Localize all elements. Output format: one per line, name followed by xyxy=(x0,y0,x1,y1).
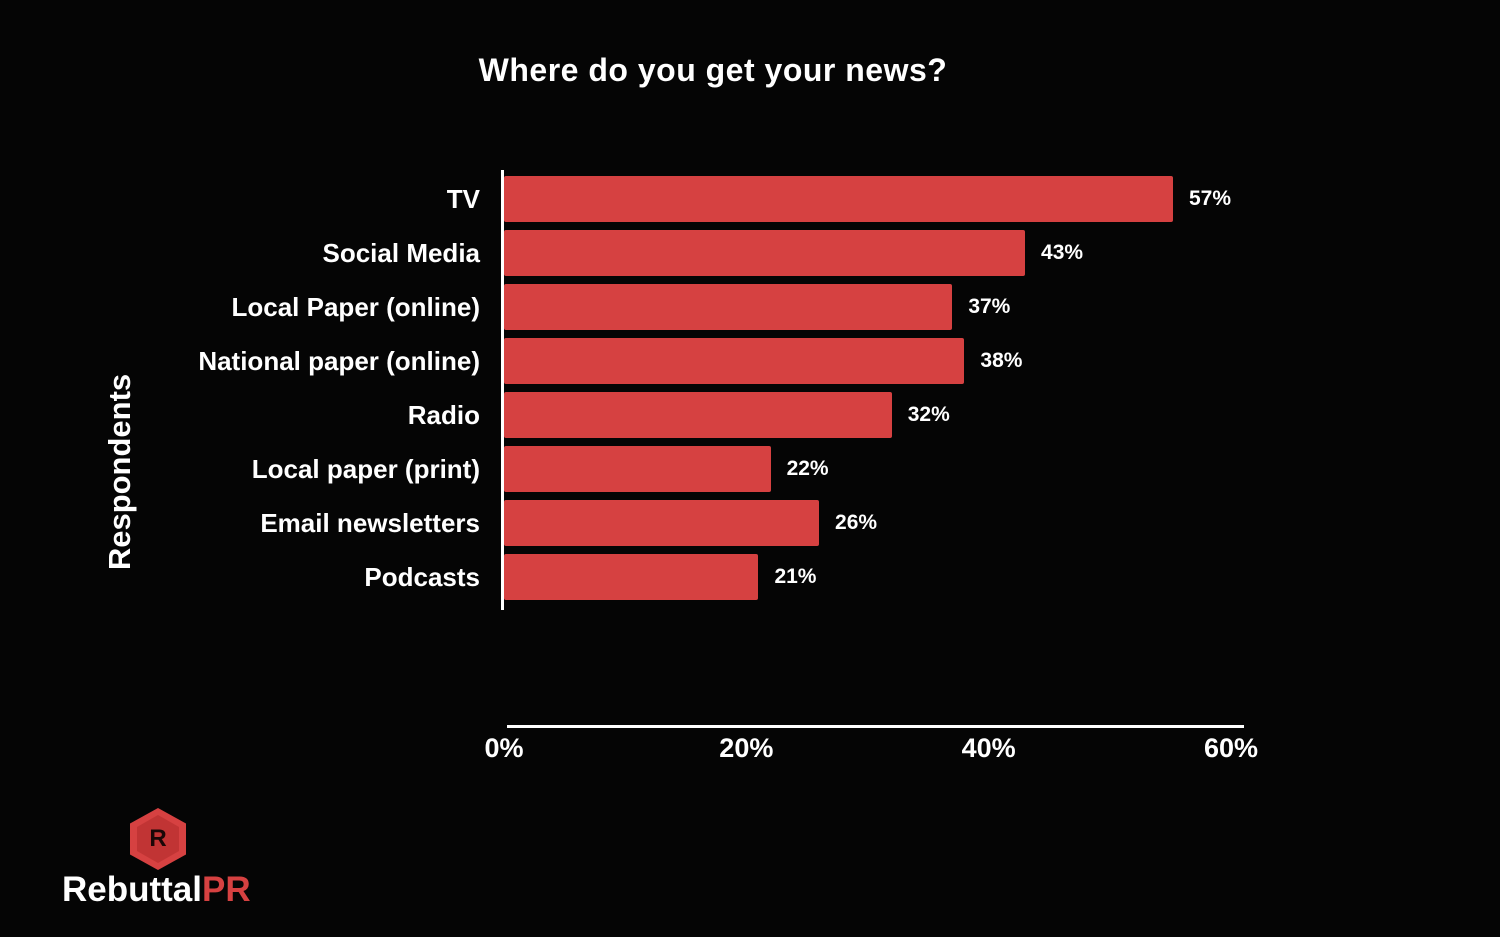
x-tick-label: 60% xyxy=(1203,733,1259,763)
x-tick-label: 0% xyxy=(484,733,524,763)
bar-track: 37% xyxy=(504,284,1231,330)
category-label: Radio xyxy=(407,399,480,430)
value-label: 26% xyxy=(835,511,878,534)
bar xyxy=(504,554,759,600)
logo-text-white: Rebuttal xyxy=(62,870,202,909)
x-tick-label: 20% xyxy=(719,733,774,763)
bar-track: 43% xyxy=(504,230,1231,276)
category-label: Local paper (print) xyxy=(251,453,480,484)
y-axis-line xyxy=(501,170,504,610)
category-label: Podcasts xyxy=(364,561,480,592)
value-label: 43% xyxy=(1041,241,1084,264)
value-label: 32% xyxy=(907,403,950,426)
bar-row: Local Paper (online) 37% xyxy=(0,280,1500,334)
bar xyxy=(504,446,771,492)
bar-row: Email newsletters 26% xyxy=(0,496,1500,550)
logo-letter: R xyxy=(137,815,179,863)
category-label: TV xyxy=(446,183,480,214)
bar xyxy=(504,176,1173,222)
bar-row: Podcasts 21% xyxy=(0,550,1500,604)
value-label: 22% xyxy=(786,457,829,480)
category-label: Social Media xyxy=(322,237,481,268)
x-axis-ticks: 0% 20% 40% 60% xyxy=(0,733,1500,773)
bar-row: Local paper (print) 22% xyxy=(0,442,1500,496)
bar-chart: TV 57% Social Media 43% Local Paper (online)… xyxy=(0,172,1500,604)
category-label: National paper (online) xyxy=(198,345,480,376)
bar-track: 21% xyxy=(504,554,1231,600)
chart-title: Where do you get your news? xyxy=(478,52,948,88)
rebuttalpr-logo: R RebuttalPR xyxy=(62,808,322,918)
bar-row: Radio 32% xyxy=(0,388,1500,442)
bar-row: National paper (online) 38% xyxy=(0,334,1500,388)
value-label: 38% xyxy=(980,349,1023,372)
bar-row: Social Media 43% xyxy=(0,226,1500,280)
category-label: Email newsletters xyxy=(260,507,480,538)
logo-wordmark: RebuttalPR xyxy=(62,870,251,910)
bar xyxy=(504,230,1026,276)
bar-track: 38% xyxy=(504,338,1231,384)
bar-track: 26% xyxy=(504,500,1231,546)
bar-track: 32% xyxy=(504,392,1231,438)
logo-text-red: PR xyxy=(202,870,251,909)
bar-track: 22% xyxy=(504,446,1231,492)
bar xyxy=(504,284,953,330)
x-tick-label: 40% xyxy=(961,733,1016,763)
bar-row: TV 57% xyxy=(0,172,1500,226)
x-axis-line xyxy=(507,725,1244,728)
bar xyxy=(504,338,965,384)
category-label: Local Paper (online) xyxy=(231,291,481,322)
value-label: 57% xyxy=(1188,187,1231,210)
bar-track: 57% xyxy=(504,176,1231,222)
bar xyxy=(504,392,892,438)
logo-hexagon-icon: R xyxy=(130,808,186,870)
value-label: 37% xyxy=(968,295,1011,318)
bar xyxy=(504,500,820,546)
value-label: 21% xyxy=(774,565,817,588)
